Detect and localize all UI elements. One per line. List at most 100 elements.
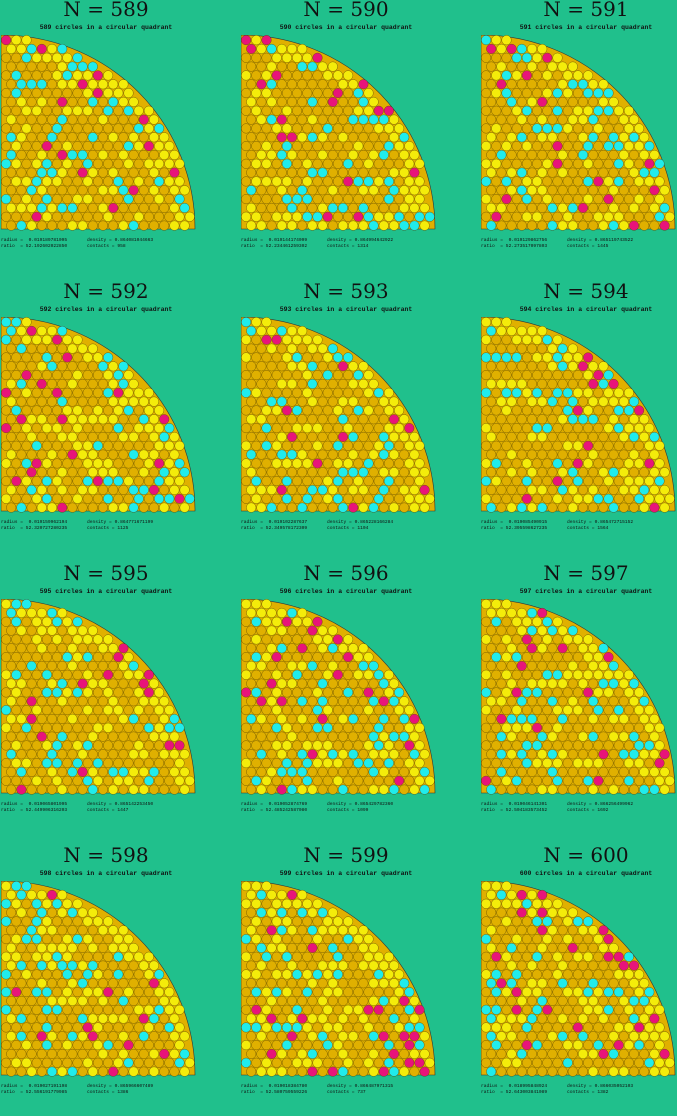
packed-circle [394, 141, 405, 152]
packed-circle [629, 114, 639, 125]
packed-circle [389, 1066, 399, 1077]
packed-circle [21, 916, 32, 927]
packed-circle [332, 370, 343, 381]
packed-circle [317, 978, 328, 989]
packed-circle [149, 678, 159, 689]
packed-circle [281, 423, 292, 434]
packed-circle [557, 660, 568, 671]
packed-circle [292, 476, 303, 487]
packed-circle [649, 149, 660, 160]
packed-circle [77, 414, 88, 425]
packed-circle [256, 220, 267, 231]
packed-circle [98, 202, 108, 213]
packed-circle [353, 493, 364, 504]
packed-circle [77, 149, 88, 160]
packed-circle [251, 105, 262, 116]
packed-circle [26, 942, 37, 953]
packed-circle [82, 352, 93, 363]
packed-circle [368, 114, 379, 125]
packed-circle [358, 114, 369, 125]
packed-circle [542, 493, 553, 504]
packed-circle [608, 414, 619, 425]
packed-circle [542, 758, 553, 769]
packed-circle [36, 643, 47, 654]
packed-circle [143, 951, 154, 962]
packed-circle [639, 414, 650, 425]
packed-circle [133, 1004, 144, 1015]
packed-circle [368, 132, 379, 143]
packed-circle [368, 749, 379, 760]
packed-circle [16, 414, 27, 425]
packed-circle [287, 502, 297, 513]
packed-circle [143, 123, 154, 134]
packed-circle [527, 79, 537, 90]
packed-circle [481, 423, 492, 434]
packed-circle [31, 423, 42, 434]
packed-circle [261, 387, 272, 398]
packed-circle [128, 502, 139, 513]
packed-circle [629, 396, 639, 407]
packed-circle [332, 1040, 343, 1051]
packed-circle [92, 687, 103, 698]
packed-circle [527, 343, 537, 354]
packed-circle [297, 1048, 308, 1059]
packed-circle [67, 625, 78, 636]
packed-circle [292, 52, 303, 63]
packed-circle [506, 749, 517, 760]
packed-circle [118, 1013, 129, 1024]
packed-circle [578, 220, 588, 231]
packed-circle [394, 194, 405, 205]
packed-circle [57, 414, 68, 425]
packed-circle [542, 352, 553, 363]
packed-circle [547, 731, 558, 742]
packed-circle [281, 176, 292, 187]
packed-circle [302, 934, 313, 945]
packed-circle [169, 784, 180, 795]
packed-circle [169, 1066, 180, 1077]
packed-circle [302, 616, 313, 627]
packed-circle [133, 705, 144, 716]
packed-circle [312, 123, 323, 134]
packed-circle [608, 220, 619, 231]
packed-circle [562, 705, 573, 716]
packed-circle [557, 378, 568, 389]
packed-circle [588, 149, 599, 160]
packed-circle [521, 405, 532, 416]
packed-circle [583, 634, 594, 645]
packed-circle [486, 1066, 497, 1077]
packed-circle [593, 758, 604, 769]
packed-circle [404, 705, 415, 716]
packed-circle [557, 202, 568, 213]
packed-circle [261, 70, 272, 81]
packed-circle [21, 934, 32, 945]
packed-circle [409, 749, 420, 760]
packed-circle [343, 405, 354, 416]
packed-circle [557, 907, 568, 918]
packed-circle [317, 343, 328, 354]
packed-circle [358, 960, 369, 971]
packed-circle [338, 660, 348, 671]
packed-circle [52, 758, 63, 769]
packed-circle [557, 643, 568, 654]
packed-circle [103, 194, 114, 205]
packed-circle [583, 1057, 594, 1068]
packed-circle [118, 132, 129, 143]
packed-circle [368, 978, 379, 989]
packed-circle [486, 484, 497, 495]
packed-circle [557, 713, 568, 724]
packed-circle [72, 370, 83, 381]
packed-circle [532, 440, 543, 451]
packed-circle [47, 1048, 57, 1059]
packed-circle [481, 722, 492, 733]
packed-circle [547, 167, 558, 178]
packed-circle [11, 634, 22, 645]
packed-circle [113, 705, 124, 716]
packed-circle [496, 484, 507, 495]
packed-circle [552, 352, 563, 363]
packed-circle [414, 158, 425, 169]
packed-circle [266, 960, 277, 971]
packed-circle [143, 105, 154, 116]
packed-circle [598, 749, 609, 760]
packed-circle [593, 969, 604, 980]
radius-value: radius = 0.019129862756 [481, 238, 548, 243]
